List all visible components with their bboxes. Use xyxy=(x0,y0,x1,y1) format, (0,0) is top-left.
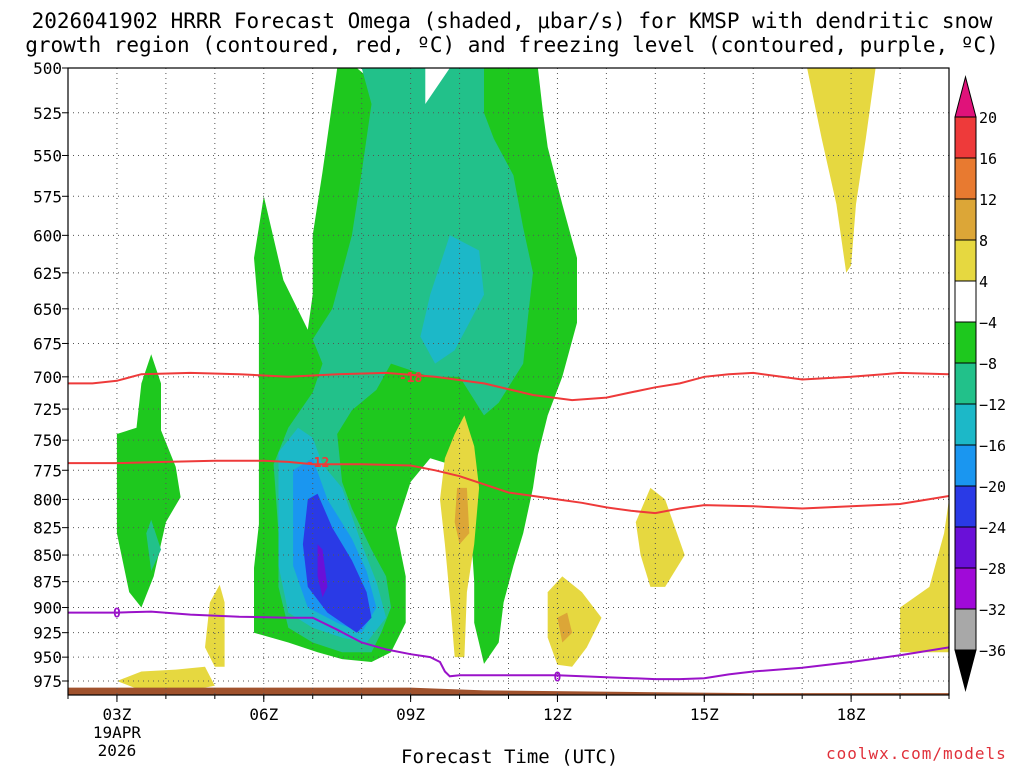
x-axis-title: Forecast Time (UTC) xyxy=(401,746,619,768)
x-tick-label: 06Z xyxy=(249,705,278,724)
x-year-label: 2026 xyxy=(98,741,137,760)
colorbar-bottom-arrow xyxy=(954,649,977,692)
colorbar-top-arrow xyxy=(954,75,977,118)
y-tick-label: 575 xyxy=(33,187,62,206)
x-tick-label: 03Z xyxy=(102,705,131,724)
y-tick-label: 800 xyxy=(33,490,62,509)
shade-green-left xyxy=(116,354,181,608)
colorbar-label: −36 xyxy=(979,642,1006,660)
shade-purple-low xyxy=(317,544,328,598)
colorbar-label: 8 xyxy=(979,232,988,250)
shade-orange-12z xyxy=(557,612,573,643)
shade-yellow-05z xyxy=(205,584,225,667)
y-tick-label: 900 xyxy=(33,599,62,618)
colorbar-bin xyxy=(954,157,977,200)
colorbar-bin xyxy=(954,608,977,651)
colorbar-label: 4 xyxy=(979,273,988,291)
colorbar-label: −16 xyxy=(979,437,1006,455)
contour-freezing-0 xyxy=(68,610,949,681)
colorbar-bin xyxy=(954,198,977,241)
contour-label: 0 xyxy=(113,607,121,622)
terrain-band xyxy=(68,687,949,695)
colorbar-label: 12 xyxy=(979,191,997,209)
shade-yellow-top-right xyxy=(807,68,876,273)
x-tick-label: 09Z xyxy=(396,705,425,724)
y-tick-label: 950 xyxy=(33,648,62,667)
colorbar-bin xyxy=(954,485,977,528)
colorbar-label: −8 xyxy=(979,355,997,373)
colorbar-label: 16 xyxy=(979,150,997,168)
terrain-layer xyxy=(68,687,949,695)
chart-title-line-2: growth region (contoured, red, ºC) and f… xyxy=(25,33,999,57)
colorbar-bin xyxy=(954,403,977,446)
y-tick-label: 850 xyxy=(33,546,62,565)
y-axis: 500 525 550 575 600 625 650 675 700 725 750 775 800 8… xyxy=(33,59,68,691)
contour-label: 0 xyxy=(554,670,562,685)
grid-layer xyxy=(68,68,949,695)
y-tick-label: 925 xyxy=(33,624,62,643)
colorbar-bin xyxy=(954,280,977,323)
y-tick-label: 650 xyxy=(33,300,62,319)
y-tick-label: 725 xyxy=(33,400,62,419)
shade-darkblue-low xyxy=(302,493,372,633)
y-tick-label: 700 xyxy=(33,368,62,387)
shade-orange-center xyxy=(454,487,470,545)
x-tick-label: 15Z xyxy=(690,705,719,724)
y-tick-label: 825 xyxy=(33,519,62,538)
y-tick-label: 975 xyxy=(33,672,62,691)
shade-cyan-main xyxy=(420,235,484,364)
colorbar-label: −32 xyxy=(979,601,1006,619)
y-tick-label: 775 xyxy=(33,461,62,480)
colorbar-label: −24 xyxy=(979,519,1006,537)
shade-yellow-14z xyxy=(635,487,685,587)
x-tick-label: 18Z xyxy=(837,705,866,724)
contour-label: -12 xyxy=(306,456,329,471)
colorbar-label: −4 xyxy=(979,314,997,332)
y-tick-label: 500 xyxy=(33,59,62,78)
colorbar-label: −12 xyxy=(979,396,1006,414)
y-tick-label: 550 xyxy=(33,146,62,165)
shade-teal-left xyxy=(146,519,161,572)
contour-dgz-18 xyxy=(68,371,949,402)
omega-shading-layer xyxy=(116,68,949,691)
y-tick-label: 875 xyxy=(33,573,62,592)
contour-label: -18 xyxy=(399,371,423,386)
colorbar-bin xyxy=(954,116,977,159)
colorbar-label: −20 xyxy=(979,478,1006,496)
colorbar-bin xyxy=(954,239,977,282)
y-tick-label: 625 xyxy=(33,264,62,283)
y-tick-label: 525 xyxy=(33,104,62,123)
x-date-label: 19APR xyxy=(93,723,142,742)
x-tick-label: 12Z xyxy=(543,705,572,724)
colorbar-bin xyxy=(954,567,977,610)
chart-title-line-1: 2026041902 HRRR Forecast Omega (shaded, … xyxy=(31,9,993,33)
y-tick-label: 600 xyxy=(33,226,62,245)
colorbar-bin xyxy=(954,526,977,569)
shade-yellow-right-edge xyxy=(900,499,949,653)
colorbar: 20 16 12 8 4 −4 −8 −12 −16 −20 −24 −28 −32 −36 xyxy=(954,75,1006,692)
contour-layer: -18 -12 0 0 xyxy=(68,371,949,685)
colorbar-label: 20 xyxy=(979,109,997,127)
contour-dgz-12 xyxy=(68,459,949,515)
shade-yellow-12z xyxy=(547,576,602,667)
colorbar-label: −28 xyxy=(979,560,1006,578)
colorbar-bin xyxy=(954,321,977,364)
y-tick-label: 675 xyxy=(33,334,62,353)
credit-link[interactable]: coolwx.com/models xyxy=(826,744,1007,763)
colorbar-bin xyxy=(954,362,977,405)
colorbar-bin xyxy=(954,444,977,487)
y-tick-label: 750 xyxy=(33,431,62,450)
